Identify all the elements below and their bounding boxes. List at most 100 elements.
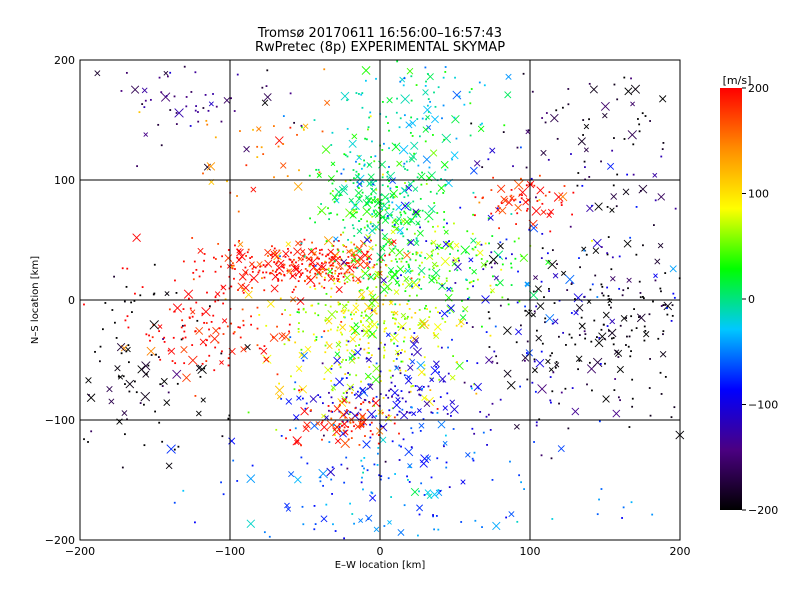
scatter-cross-point [317, 205, 327, 216]
scatter-dot-point [416, 294, 418, 297]
scatter-dot-point [643, 325, 646, 328]
scatter-dot-point [403, 114, 406, 117]
scatter-dot-point [497, 205, 500, 208]
scatter-dot-point [421, 388, 424, 390]
scatter-dot-point [359, 288, 362, 291]
scatter-dot-point [440, 247, 443, 249]
scatter-cross-point [293, 182, 303, 191]
scatter-dot-point [473, 432, 476, 435]
scatter-cross-point [223, 97, 231, 104]
scatter-cross-point [404, 447, 414, 457]
scatter-dot-point [366, 262, 369, 264]
scatter-dot-point [409, 131, 412, 134]
scatter-dot-point [339, 194, 342, 197]
scatter-dot-point [233, 277, 235, 280]
scatter-dot-point [441, 283, 443, 285]
scatter-cross-point [344, 410, 350, 416]
scatter-dot-point [251, 464, 254, 467]
scatter-dot-point [515, 223, 517, 225]
scatter-cross-point [397, 322, 407, 332]
scatter-cross-point [575, 304, 584, 312]
scatter-dot-point [368, 366, 371, 369]
scatter-dot-point [262, 264, 265, 266]
scatter-dot-point [566, 289, 569, 291]
scatter-cross-point [285, 398, 293, 405]
scatter-cross-point [157, 324, 163, 329]
scatter-dot-point [207, 109, 210, 112]
scatter-dot-point [435, 366, 437, 368]
scatter-dot-point [377, 206, 380, 209]
scatter-cross-point [389, 189, 399, 198]
scatter-cross-point [433, 360, 440, 368]
scatter-dot-point [429, 100, 432, 103]
scatter-dot-point [588, 118, 590, 121]
scatter-dot-point [505, 238, 508, 241]
scatter-dot-point [368, 257, 370, 260]
scatter-dot-point [465, 278, 467, 281]
scatter-dot-point [301, 258, 304, 261]
scatter-dot-point [374, 155, 377, 158]
scatter-dot-point [437, 311, 439, 314]
scatter-dot-point [252, 266, 255, 268]
scatter-dot-point [321, 130, 324, 133]
scatter-dot-point [478, 81, 481, 84]
scatter-dot-point [360, 403, 363, 405]
scatter-cross-point [350, 200, 360, 211]
scatter-cross-point [550, 113, 559, 123]
scatter-dot-point [375, 77, 377, 80]
scatter-dot-point [427, 220, 430, 223]
scatter-cross-point [391, 142, 401, 152]
scatter-dot-point [563, 185, 566, 187]
scatter-dot-point [393, 224, 396, 226]
scatter-dot-point [202, 107, 205, 109]
scatter-dot-point [602, 294, 605, 297]
scatter-dot-point [342, 429, 345, 432]
scatter-dot-point [259, 265, 262, 268]
scatter-dot-point [280, 397, 283, 400]
scatter-cross-point [395, 397, 401, 403]
scatter-dot-point [363, 163, 366, 166]
scatter-dot-point [356, 390, 359, 393]
scatter-dot-point [339, 268, 342, 270]
scatter-dot-point [427, 98, 430, 100]
scatter-dot-point [294, 285, 297, 288]
scatter-dot-point [398, 303, 401, 306]
scatter-dot-point [489, 261, 492, 264]
scatter-dot-point [485, 331, 488, 333]
scatter-cross-point [630, 84, 641, 94]
scatter-cross-point [285, 506, 292, 512]
scatter-cross-point [529, 223, 539, 233]
scatter-dot-point [332, 262, 334, 265]
scatter-dot-point [254, 266, 257, 269]
scatter-dot-point [273, 247, 276, 250]
scatter-cross-point [316, 172, 322, 178]
scatter-dot-point [295, 274, 297, 277]
scatter-cross-point [515, 328, 522, 336]
scatter-cross-point [531, 206, 542, 216]
scatter-dot-point [596, 513, 599, 516]
scatter-dot-point [366, 469, 369, 472]
scatter-dot-point [342, 358, 344, 361]
scatter-dot-point [214, 346, 217, 349]
scatter-cross-point [407, 463, 413, 469]
scatter-dot-point [516, 520, 519, 523]
scatter-cross-point [242, 269, 249, 276]
scatter-dot-point [336, 277, 338, 280]
scatter-dot-point [330, 478, 333, 481]
scatter-cross-point [509, 195, 515, 201]
scatter-dot-point [390, 241, 393, 244]
scatter-cross-point [505, 73, 512, 80]
scatter-dot-point [463, 381, 466, 384]
scatter-dot-point [330, 410, 333, 413]
scatter-cross-point [624, 87, 633, 96]
scatter-dot-point [370, 193, 373, 196]
scatter-cross-point [636, 313, 646, 323]
scatter-dot-point [481, 122, 483, 125]
scatter-cross-point [340, 438, 350, 449]
scatter-dot-point [347, 372, 349, 374]
scatter-dot-point [373, 264, 376, 266]
scatter-dot-point [345, 344, 348, 346]
scatter-dot-point [388, 409, 391, 412]
scatter-dot-point [195, 105, 198, 107]
scatter-dot-point [367, 352, 370, 354]
